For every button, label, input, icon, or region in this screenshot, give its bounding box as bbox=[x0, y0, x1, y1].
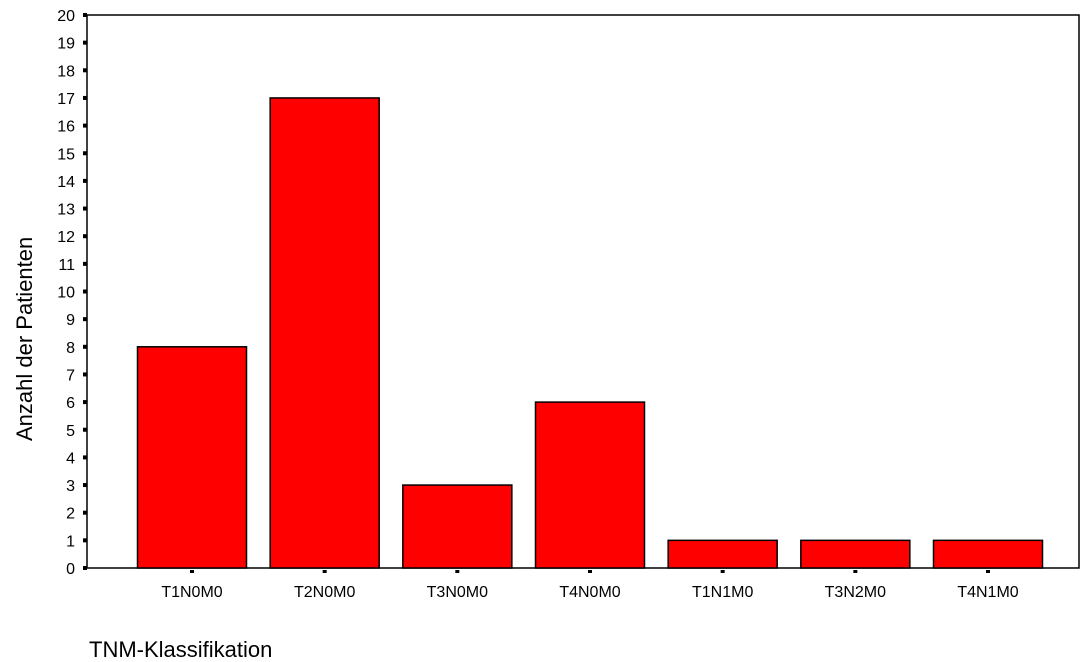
y-tick-label: 18 bbox=[57, 63, 75, 80]
x-tick-mark bbox=[986, 570, 990, 573]
y-tick-label: 4 bbox=[66, 450, 75, 467]
y-tick-mark bbox=[83, 372, 87, 377]
x-axis-ticks: T1N0M0 T2N0M0 T3N0M0 T4N0M0 T1N1M0 T3N2M0 T4N1… bbox=[161, 570, 1019, 601]
y-tick-label: 7 bbox=[66, 367, 75, 384]
y-tick-label: 16 bbox=[57, 119, 75, 136]
bar bbox=[932, 539, 1044, 569]
y-tick-mark bbox=[83, 40, 87, 45]
y-tick-label: 3 bbox=[66, 478, 75, 495]
bar bbox=[667, 539, 778, 569]
y-tick-mark bbox=[83, 234, 87, 239]
bar bbox=[534, 401, 646, 569]
x-tick-mark bbox=[322, 570, 327, 573]
y-tick-label: 19 bbox=[57, 36, 75, 53]
y-tick-label: 20 bbox=[57, 8, 75, 25]
y-tick-mark bbox=[83, 483, 87, 488]
x-tick-mark bbox=[588, 570, 592, 573]
y-tick-label: 6 bbox=[66, 395, 75, 412]
y-tick-label: 14 bbox=[57, 174, 75, 191]
y-tick-mark bbox=[83, 206, 87, 211]
y-tick-label: 15 bbox=[57, 146, 75, 163]
y-tick-mark bbox=[83, 566, 87, 570]
x-tick-label: T4N0M0 bbox=[559, 584, 620, 601]
x-tick-label: T1N1M0 bbox=[692, 584, 753, 601]
y-tick-mark bbox=[83, 261, 87, 266]
y-tick-mark bbox=[83, 400, 87, 405]
y-tick-label: 9 bbox=[66, 312, 75, 329]
y-tick-mark bbox=[83, 68, 87, 73]
y-tick-mark bbox=[83, 510, 87, 515]
x-tick-label: T3N0M0 bbox=[427, 584, 488, 601]
bar bbox=[402, 484, 513, 569]
y-tick-mark bbox=[83, 178, 87, 183]
y-tick-mark bbox=[83, 344, 87, 349]
y-tick-label: 0 bbox=[66, 561, 75, 578]
x-tick-label: T1N0M0 bbox=[161, 584, 222, 601]
y-tick-mark bbox=[83, 455, 87, 460]
x-tick-label: T2N0M0 bbox=[294, 584, 355, 601]
bars bbox=[136, 97, 1044, 569]
x-tick-mark bbox=[455, 570, 460, 573]
y-tick-label: 5 bbox=[66, 423, 75, 440]
x-tick-mark bbox=[853, 570, 858, 573]
x-tick-label: T3N2M0 bbox=[825, 584, 886, 601]
y-tick-mark bbox=[83, 95, 87, 100]
y-tick-label: 2 bbox=[66, 506, 75, 523]
y-tick-label: 1 bbox=[66, 533, 75, 550]
y-tick-mark bbox=[83, 151, 87, 156]
x-axis-title: TNM-Klassifikation bbox=[89, 637, 272, 662]
y-axis-title: Anzahl der Patienten bbox=[12, 237, 37, 441]
y-tick-label: 8 bbox=[66, 340, 75, 357]
y-tick-label: 10 bbox=[57, 285, 75, 302]
bar bbox=[800, 539, 911, 569]
bar bbox=[269, 97, 380, 569]
y-tick-mark bbox=[83, 123, 87, 128]
y-tick-mark bbox=[83, 13, 87, 17]
y-tick-label: 17 bbox=[57, 91, 75, 108]
y-tick-mark bbox=[83, 317, 87, 322]
x-tick-label: T4N1M0 bbox=[957, 584, 1018, 601]
y-tick-mark bbox=[83, 538, 87, 543]
y-tick-label: 11 bbox=[58, 257, 75, 274]
bar bbox=[136, 346, 248, 569]
x-tick-mark bbox=[190, 570, 194, 573]
x-tick-mark bbox=[720, 570, 725, 573]
y-tick-label: 12 bbox=[57, 229, 75, 246]
y-tick-mark bbox=[83, 427, 87, 432]
y-tick-mark bbox=[83, 289, 87, 294]
y-tick-label: 13 bbox=[57, 202, 75, 219]
